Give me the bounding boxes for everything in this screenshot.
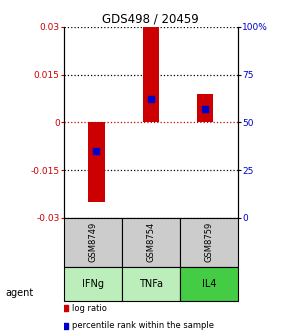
Bar [180, 267, 238, 301]
Bar [88, 122, 105, 202]
Bar [143, 27, 159, 122]
Text: IFNg: IFNg [82, 279, 104, 289]
Text: log ratio: log ratio [72, 304, 107, 313]
Title: GDS498 / 20459: GDS498 / 20459 [102, 13, 199, 26]
Text: TNFa: TNFa [139, 279, 163, 289]
Text: percentile rank within the sample: percentile rank within the sample [72, 321, 214, 330]
Bar [64, 267, 122, 301]
Text: IL4: IL4 [202, 279, 216, 289]
Bar [197, 94, 213, 122]
Bar [64, 218, 122, 267]
Bar [122, 267, 180, 301]
Bar [180, 218, 238, 267]
Text: GSM8749: GSM8749 [88, 222, 97, 262]
Text: GSM8754: GSM8754 [146, 222, 155, 262]
Bar [122, 218, 180, 267]
Text: agent: agent [6, 288, 34, 298]
Text: GSM8759: GSM8759 [204, 222, 213, 262]
